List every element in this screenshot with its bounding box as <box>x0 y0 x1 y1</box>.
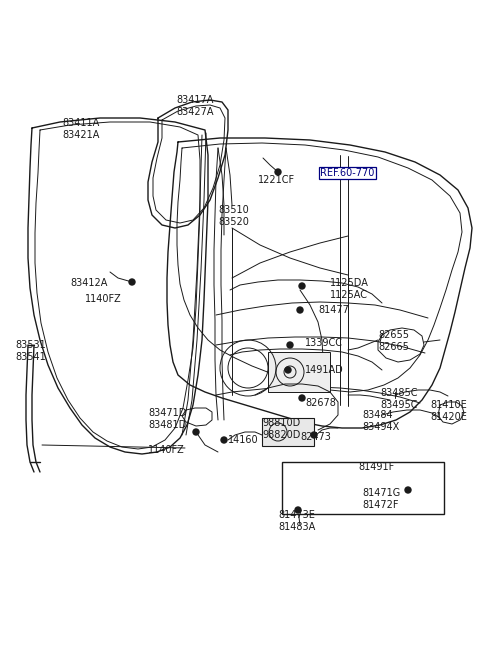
Text: 83531
83541: 83531 83541 <box>15 340 46 361</box>
Text: 1140FZ: 1140FZ <box>85 294 122 304</box>
Circle shape <box>285 367 291 373</box>
Text: 83485C
83495C: 83485C 83495C <box>380 388 418 409</box>
Text: 81473E
81483A: 81473E 81483A <box>278 510 315 531</box>
Text: REF.60-770: REF.60-770 <box>320 168 374 178</box>
Text: 83471D
83481D: 83471D 83481D <box>148 408 186 430</box>
Text: 81471G
81472F: 81471G 81472F <box>362 488 400 510</box>
Text: 81410E
81420E: 81410E 81420E <box>430 400 467 422</box>
Circle shape <box>299 395 305 401</box>
Circle shape <box>311 432 317 438</box>
Text: 1125DA
1125AC: 1125DA 1125AC <box>330 278 369 300</box>
Text: 1339CC: 1339CC <box>305 338 343 348</box>
Text: 83411A
83421A: 83411A 83421A <box>62 118 99 140</box>
Text: 82678: 82678 <box>305 398 336 408</box>
Circle shape <box>297 307 303 313</box>
Text: 83510
83520: 83510 83520 <box>218 205 249 226</box>
Text: 83417A
83427A: 83417A 83427A <box>176 95 214 117</box>
Bar <box>262 418 314 446</box>
Text: 1140FZ: 1140FZ <box>148 445 185 455</box>
Text: 14160: 14160 <box>228 435 259 445</box>
Text: 81491F: 81491F <box>358 462 394 472</box>
Text: 98810D
98820D: 98810D 98820D <box>262 418 300 440</box>
Text: 83484
83494X: 83484 83494X <box>362 410 399 432</box>
Text: 82473: 82473 <box>300 432 331 442</box>
Text: 1491AD: 1491AD <box>305 365 344 375</box>
Circle shape <box>275 169 281 175</box>
Circle shape <box>299 283 305 289</box>
Text: 82655
82665: 82655 82665 <box>378 330 409 352</box>
Text: 1221CF: 1221CF <box>258 175 295 185</box>
Text: 83412A: 83412A <box>70 278 108 288</box>
Circle shape <box>129 279 135 285</box>
Circle shape <box>295 507 301 513</box>
Circle shape <box>221 437 227 443</box>
Circle shape <box>193 429 199 435</box>
Circle shape <box>287 342 293 348</box>
Text: 81477: 81477 <box>318 305 349 315</box>
Circle shape <box>405 487 411 493</box>
Bar <box>282 462 444 514</box>
Bar <box>268 352 330 392</box>
